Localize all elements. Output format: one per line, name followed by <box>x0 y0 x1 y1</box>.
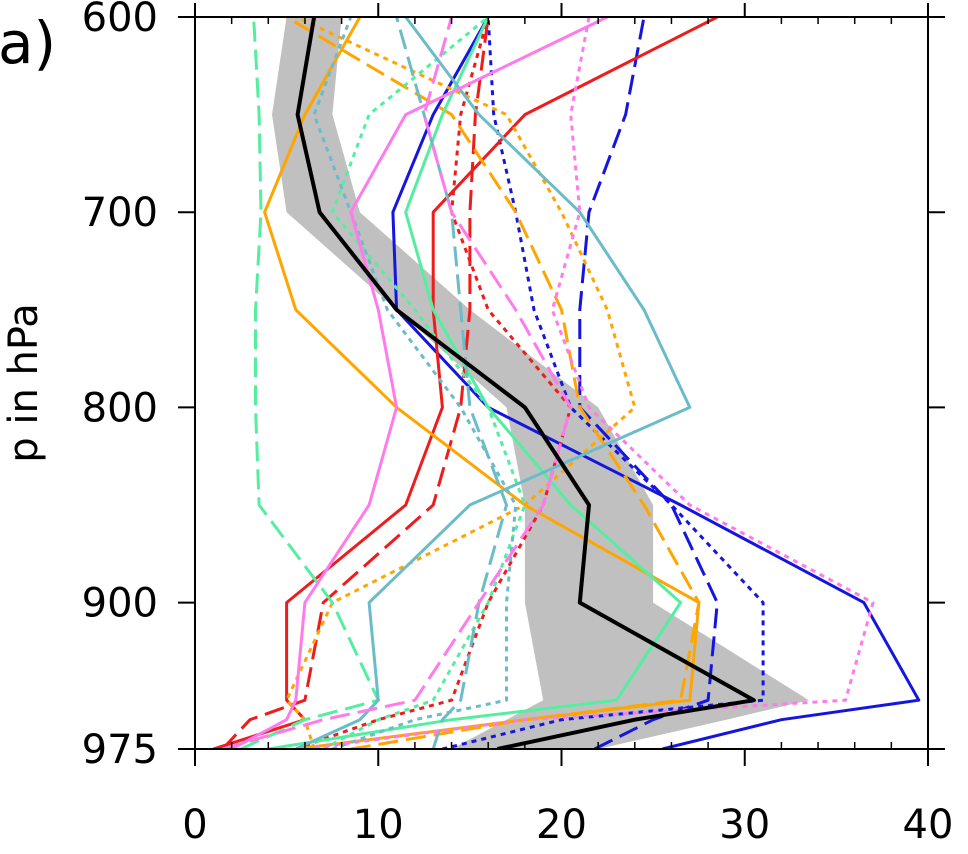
axes: 0 10 20 30 40 600 700 800 900 975 <box>82 0 954 848</box>
series-line-16 <box>230 17 608 749</box>
panel-label: a) <box>0 9 56 77</box>
y-tick-label: 900 <box>82 581 158 627</box>
series-line-11 <box>240 17 380 749</box>
y-tick-label: 975 <box>82 727 158 773</box>
y-tick-label: 700 <box>82 190 158 236</box>
spread-envelope <box>272 17 809 749</box>
plot-area <box>212 17 921 749</box>
series-line-0 <box>295 17 756 749</box>
x-tick-label: 0 <box>182 802 207 848</box>
series-line-3 <box>442 17 765 749</box>
series-line-8 <box>285 17 701 749</box>
series-line-1 <box>391 17 921 749</box>
series-line-10 <box>268 17 683 749</box>
x-tick-label: 40 <box>903 802 954 848</box>
series-line-15 <box>312 17 518 749</box>
y-tick-label: 600 <box>82 0 158 41</box>
y-tick-label: 800 <box>82 385 158 431</box>
x-tick-label: 30 <box>719 802 770 848</box>
series-line-2 <box>578 17 719 749</box>
y-axis-title: p in hPa <box>1 303 47 462</box>
series-line-5 <box>221 17 490 749</box>
x-tick-label: 10 <box>353 802 404 848</box>
series-line-12 <box>322 17 527 749</box>
x-tick-label: 20 <box>536 802 587 848</box>
